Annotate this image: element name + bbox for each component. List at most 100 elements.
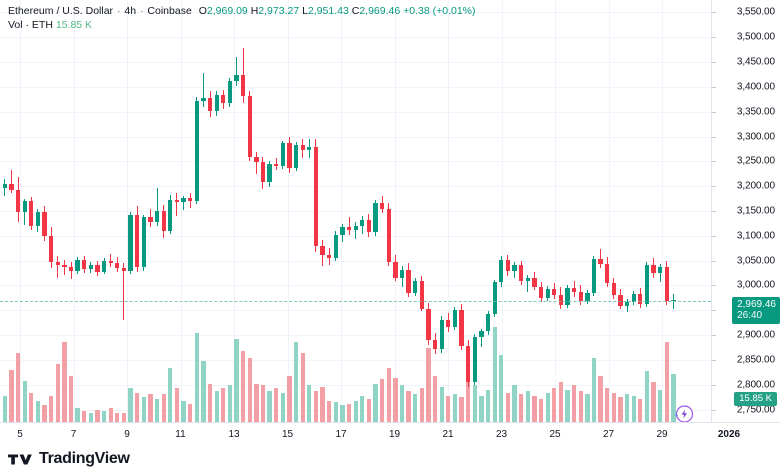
candle-wick bbox=[600, 248, 602, 268]
candle-body bbox=[95, 264, 100, 272]
candle-body bbox=[393, 261, 398, 278]
candle-body bbox=[664, 266, 669, 302]
candle-body bbox=[207, 97, 213, 111]
volume-bar bbox=[393, 377, 398, 422]
volume-bar bbox=[591, 357, 597, 422]
gridline-horizontal bbox=[0, 86, 711, 88]
price-tick-mark bbox=[712, 86, 716, 88]
candle-body bbox=[42, 211, 47, 236]
volume-bar bbox=[247, 357, 252, 422]
candle-body bbox=[380, 203, 385, 209]
candle-body bbox=[181, 198, 186, 203]
gridline-horizontal bbox=[0, 211, 711, 212]
volume-bar bbox=[439, 386, 444, 422]
time-tick-label: 11 bbox=[175, 429, 186, 440]
gridline-horizontal bbox=[0, 37, 711, 39]
candle-body bbox=[525, 277, 530, 282]
candle-body bbox=[571, 288, 577, 293]
candle-body bbox=[658, 266, 663, 273]
volume-bar bbox=[327, 400, 332, 422]
price-axis[interactable]: 3,550.00 3,500.00 3,450.00 3,400.00 3,350.00… bbox=[711, 0, 780, 422]
volume-bar bbox=[638, 399, 643, 422]
candle-body bbox=[406, 269, 411, 294]
volume-series bbox=[2, 326, 676, 422]
volume-bar bbox=[148, 394, 153, 422]
candle-body bbox=[538, 287, 544, 299]
chart-frame: 3,550.00 3,500.00 3,450.00 3,400.00 3,350.00… bbox=[0, 0, 780, 447]
candle-wick bbox=[123, 262, 125, 321]
candle-wick bbox=[672, 294, 674, 310]
candle-body bbox=[519, 264, 524, 282]
tradingview-logo-icon bbox=[8, 453, 32, 465]
volume-bar bbox=[141, 397, 146, 422]
price-tick-label: 3,250.00 bbox=[736, 155, 775, 167]
volume-bar bbox=[260, 385, 266, 422]
candle-body bbox=[293, 145, 299, 169]
volume-bar bbox=[214, 391, 219, 422]
price-tick-label: 3,550.00 bbox=[736, 6, 775, 18]
candle-body bbox=[485, 314, 491, 332]
price-tick-mark bbox=[712, 161, 716, 163]
gridline-horizontal bbox=[0, 136, 711, 138]
gridline-vertical bbox=[555, 0, 556, 422]
price-tick-label: 3,000.00 bbox=[736, 279, 775, 291]
volume-bar bbox=[485, 389, 491, 422]
candle-body bbox=[532, 277, 537, 288]
candle-body bbox=[22, 201, 27, 212]
volume-bar bbox=[274, 388, 279, 422]
gridline-horizontal bbox=[0, 310, 711, 312]
candle-wick bbox=[202, 72, 204, 107]
volume-bar bbox=[174, 388, 180, 422]
volume-bar bbox=[413, 394, 418, 422]
price-tick-label: 3,100.00 bbox=[736, 230, 775, 242]
volume-bar bbox=[538, 399, 544, 422]
volume-bar bbox=[565, 389, 570, 422]
candle-body bbox=[194, 100, 199, 202]
gridline-horizontal bbox=[0, 186, 711, 188]
price-tick-mark bbox=[712, 310, 716, 312]
candle-wick bbox=[527, 274, 529, 293]
candle-body bbox=[307, 147, 312, 151]
gridline-vertical bbox=[181, 0, 182, 422]
candle-body bbox=[274, 164, 279, 167]
volume-bar bbox=[115, 412, 120, 422]
lightning-bolt-icon[interactable] bbox=[672, 403, 694, 422]
candle-body bbox=[214, 94, 219, 111]
candle-body bbox=[68, 266, 74, 271]
volume-bar bbox=[108, 408, 113, 422]
volume-bar bbox=[552, 388, 557, 422]
price-tick-label: 3,450.00 bbox=[736, 56, 775, 68]
candle-body bbox=[644, 264, 650, 305]
gridline-vertical bbox=[341, 0, 342, 422]
volume-bar bbox=[624, 394, 630, 422]
gridline-vertical bbox=[609, 0, 610, 422]
candlestick-series bbox=[2, 48, 676, 387]
candle-body bbox=[419, 281, 425, 310]
volume-bar bbox=[512, 385, 517, 422]
price-tick-mark bbox=[712, 235, 716, 237]
gridline-horizontal bbox=[0, 285, 711, 287]
volume-bar bbox=[525, 391, 530, 422]
candle-body bbox=[512, 264, 517, 271]
volume-bar bbox=[340, 405, 345, 422]
gridline-vertical bbox=[662, 0, 663, 422]
candle-body bbox=[168, 200, 173, 231]
price-tick-mark bbox=[712, 335, 716, 337]
volume-bar bbox=[82, 411, 87, 422]
time-tick-label: 25 bbox=[549, 429, 561, 440]
volume-badge: 15.85 K bbox=[734, 392, 777, 406]
price-tick-label: 3,300.00 bbox=[736, 131, 775, 143]
price-tick-label: 3,050.00 bbox=[736, 255, 775, 267]
volume-bar bbox=[320, 386, 325, 422]
volume-bar bbox=[386, 368, 391, 422]
time-axis[interactable]: 5 7 9 11 13 15 17 19 21 23 25 27 29 2026 bbox=[0, 422, 780, 447]
volume-bar bbox=[2, 395, 7, 422]
candle-body bbox=[426, 309, 431, 341]
volume-bar bbox=[399, 385, 405, 422]
volume-bar bbox=[598, 376, 603, 422]
candle-body bbox=[280, 143, 285, 167]
price-tick-label: 2,900.00 bbox=[736, 329, 775, 341]
plot-area[interactable] bbox=[0, 0, 711, 422]
price-tick-label: 3,400.00 bbox=[736, 81, 775, 93]
candle-wick bbox=[480, 329, 482, 348]
